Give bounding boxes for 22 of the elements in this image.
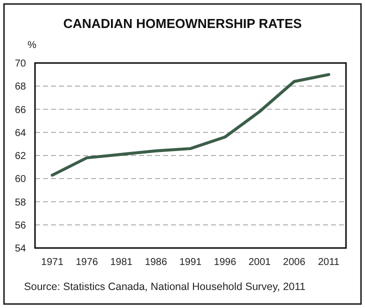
x-tick-label: 1986 bbox=[144, 257, 168, 268]
x-tick-label: 2006 bbox=[283, 257, 306, 268]
y-axis-title: % bbox=[28, 40, 37, 51]
y-tick-label: 60 bbox=[14, 174, 26, 186]
y-tick-label: 68 bbox=[14, 82, 26, 93]
x-tick-label: 2011 bbox=[318, 257, 340, 268]
x-tick-label: 1991 bbox=[179, 257, 202, 268]
y-tick-label: 54 bbox=[14, 244, 26, 254]
y-tick-label: 66 bbox=[14, 104, 26, 116]
x-tick-label: 1976 bbox=[76, 257, 98, 268]
x-tick-label: 1981 bbox=[110, 257, 133, 268]
y-tick-label: 58 bbox=[14, 197, 26, 208]
chart-title: CANADIAN HOMEOWNERSHIP RATES bbox=[63, 16, 302, 31]
y-tick-label: 70 bbox=[14, 58, 26, 70]
source-note: Source: Statistics Canada, National Household Survey, 2011 bbox=[24, 281, 306, 293]
y-tick-label: 62 bbox=[14, 151, 26, 162]
x-tick-label: 1996 bbox=[214, 257, 237, 268]
y-tick-label: 64 bbox=[14, 128, 26, 139]
y-tick-label: 56 bbox=[14, 220, 26, 232]
line-series bbox=[50, 73, 330, 177]
x-tick-label: 2001 bbox=[248, 257, 272, 268]
x-tick-label: 1971 bbox=[41, 257, 64, 268]
